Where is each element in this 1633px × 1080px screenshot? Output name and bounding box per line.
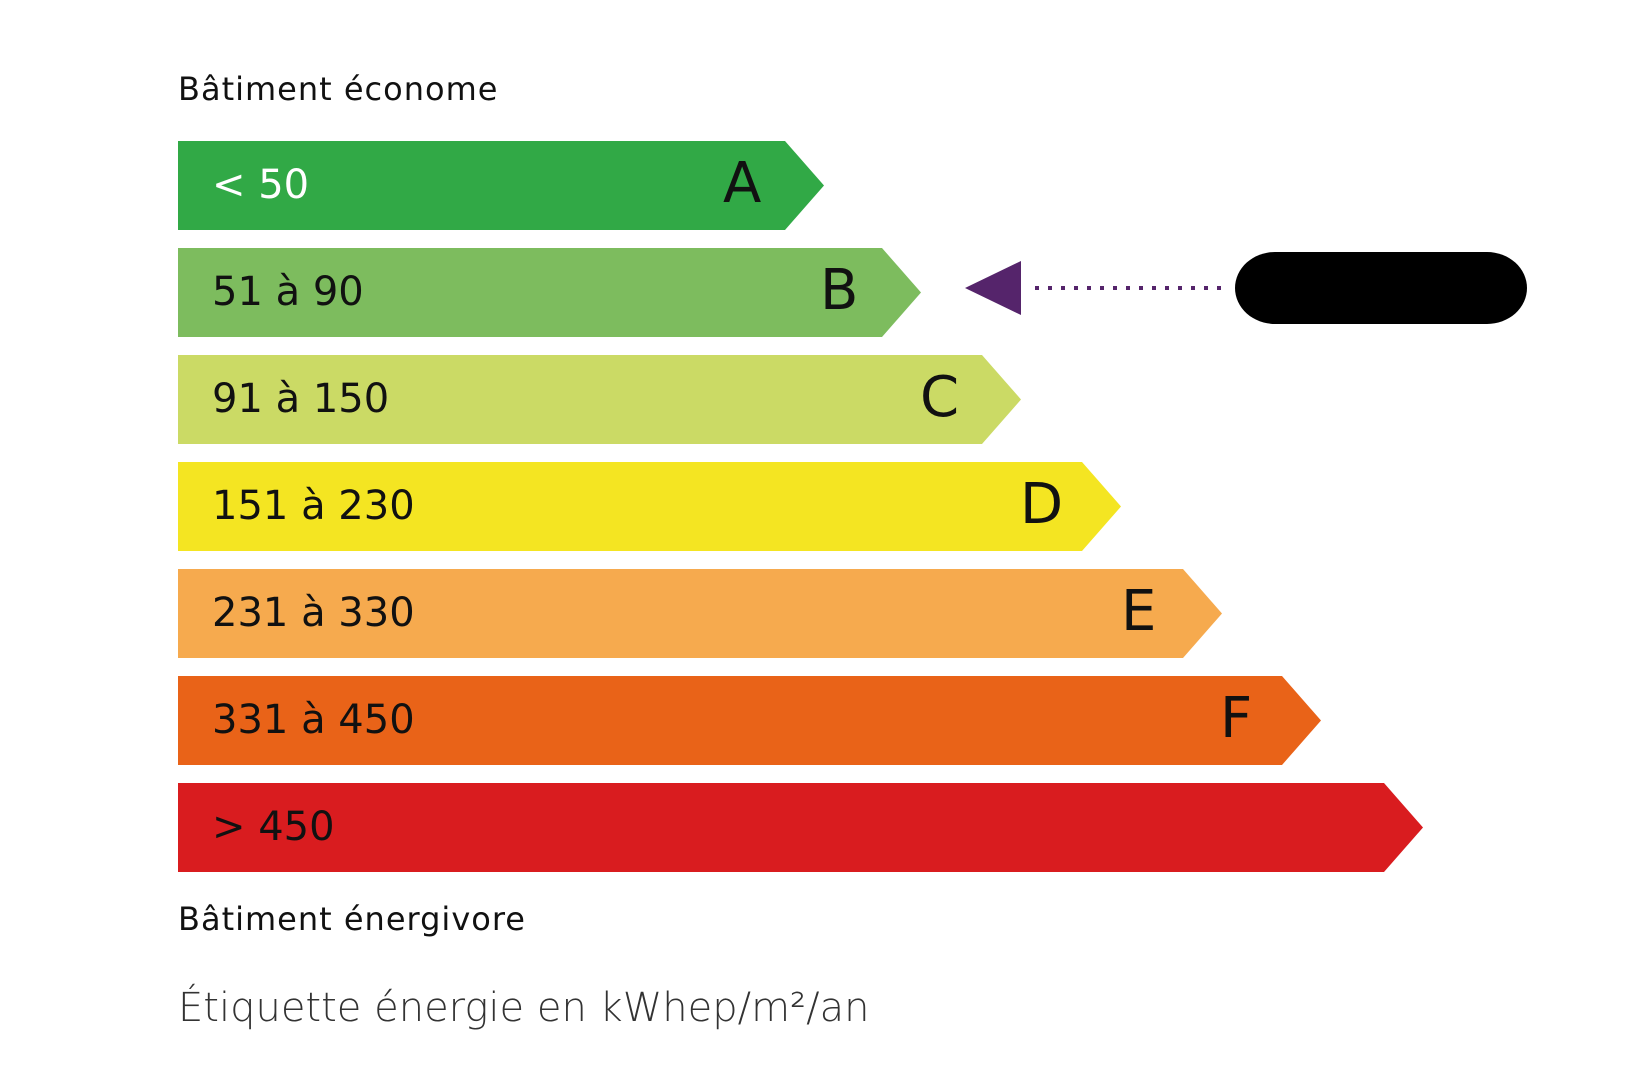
class-bar [178, 676, 1321, 765]
energy-class-c: 91 à 150 C [178, 355, 1478, 444]
class-range: 331 à 450 [212, 697, 415, 743]
energy-class-f: 331 à 450 F [178, 676, 1478, 765]
class-bar [178, 248, 921, 337]
class-bar [178, 462, 1121, 551]
inefficient-building-label: Bâtiment énergivore [178, 900, 526, 938]
class-grade: E [1121, 579, 1157, 644]
energy-class-b: 51 à 90 B [178, 248, 1478, 337]
rating-pointer [965, 261, 1230, 315]
class-bar [178, 141, 824, 230]
class-range: 151 à 230 [212, 483, 415, 529]
class-range: < 50 [212, 162, 310, 208]
energy-class-e: 231 à 330 E [178, 569, 1478, 658]
class-grade: F [1220, 686, 1253, 751]
class-grade: D [1020, 472, 1064, 537]
class-bar [178, 355, 1021, 444]
class-range: 51 à 90 [212, 269, 364, 315]
class-bar [178, 783, 1423, 872]
class-range: 231 à 330 [212, 590, 415, 636]
energy-class-g: > 450 [178, 783, 1478, 872]
class-grade: C [920, 365, 960, 430]
arrow-left-icon [965, 261, 1021, 315]
class-range: 91 à 150 [212, 376, 390, 422]
redacted-value [1235, 252, 1527, 324]
energy-class-a: < 50 A [178, 141, 1478, 230]
class-grade: A [723, 151, 762, 216]
efficient-building-label: Bâtiment économe [178, 70, 499, 108]
class-bar [178, 569, 1222, 658]
class-grade: B [820, 258, 859, 323]
energy-class-d: 151 à 230 D [178, 462, 1478, 551]
class-range: > 450 [212, 804, 335, 850]
unit-label: Étiquette énergie en kWhep/m²/an [178, 985, 870, 1031]
